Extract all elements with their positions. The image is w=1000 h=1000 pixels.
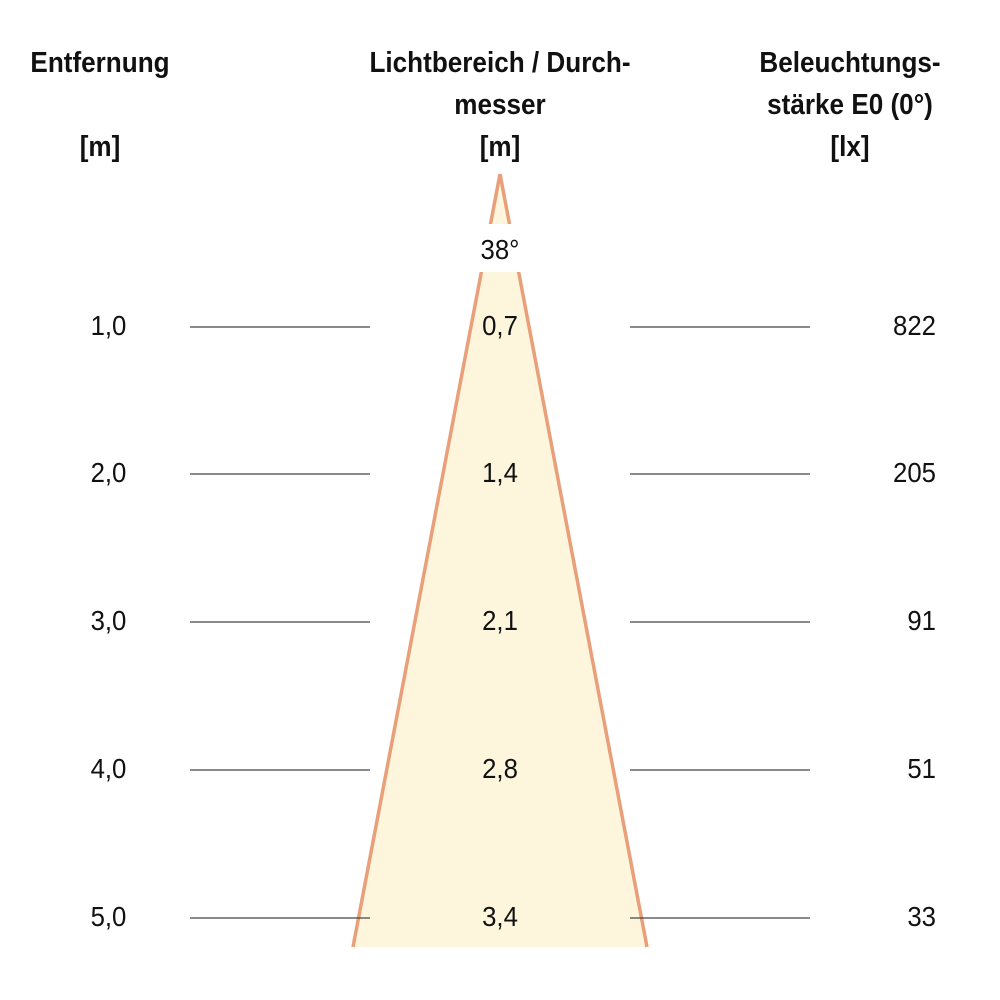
angle-label-gap	[440, 224, 560, 272]
distance-value: 1,0	[90, 310, 127, 341]
diameter-value: 2,8	[482, 753, 518, 784]
diameter-value: 1,4	[482, 457, 518, 488]
header-illuminance-unit: [lx]	[830, 131, 870, 163]
distance-value: 2,0	[90, 457, 127, 488]
header-distance-unit: [m]	[79, 131, 121, 163]
lux-value: 33	[907, 901, 936, 932]
light-cone	[353, 174, 647, 947]
header-illuminance-title2: stärke E0 (0°)	[767, 89, 933, 121]
diameter-value: 2,1	[482, 605, 518, 636]
header-diameter-title2: messer	[454, 89, 546, 121]
beam-angle-label: 38°	[480, 234, 520, 265]
header-distance: Entfernung [m]	[19, 42, 181, 168]
header-diameter-title: Lichtbereich / Durch-	[369, 47, 631, 79]
cone-edge-right	[498, 173, 649, 948]
header-distance-title: Entfernung	[30, 47, 170, 79]
distance-value: 3,0	[90, 605, 127, 636]
header-diameter-unit: [m]	[479, 131, 521, 163]
lux-value: 91	[907, 605, 936, 636]
diameter-value: 0,7	[482, 310, 518, 341]
header-illuminance-title: Beleuchtungs-	[759, 47, 941, 79]
lux-value: 205	[893, 457, 936, 488]
lux-value: 822	[893, 310, 936, 341]
cone-edge-left	[351, 173, 502, 948]
distance-value: 5,0	[90, 901, 127, 932]
distance-value: 4,0	[90, 753, 127, 784]
header-diameter: Lichtbereich / Durch- messer [m]	[347, 42, 653, 168]
lux-value: 51	[907, 753, 936, 784]
header-illuminance: Beleuchtungs- stärke E0 (0°) [lx]	[742, 42, 958, 168]
diameter-value: 3,4	[482, 901, 518, 932]
